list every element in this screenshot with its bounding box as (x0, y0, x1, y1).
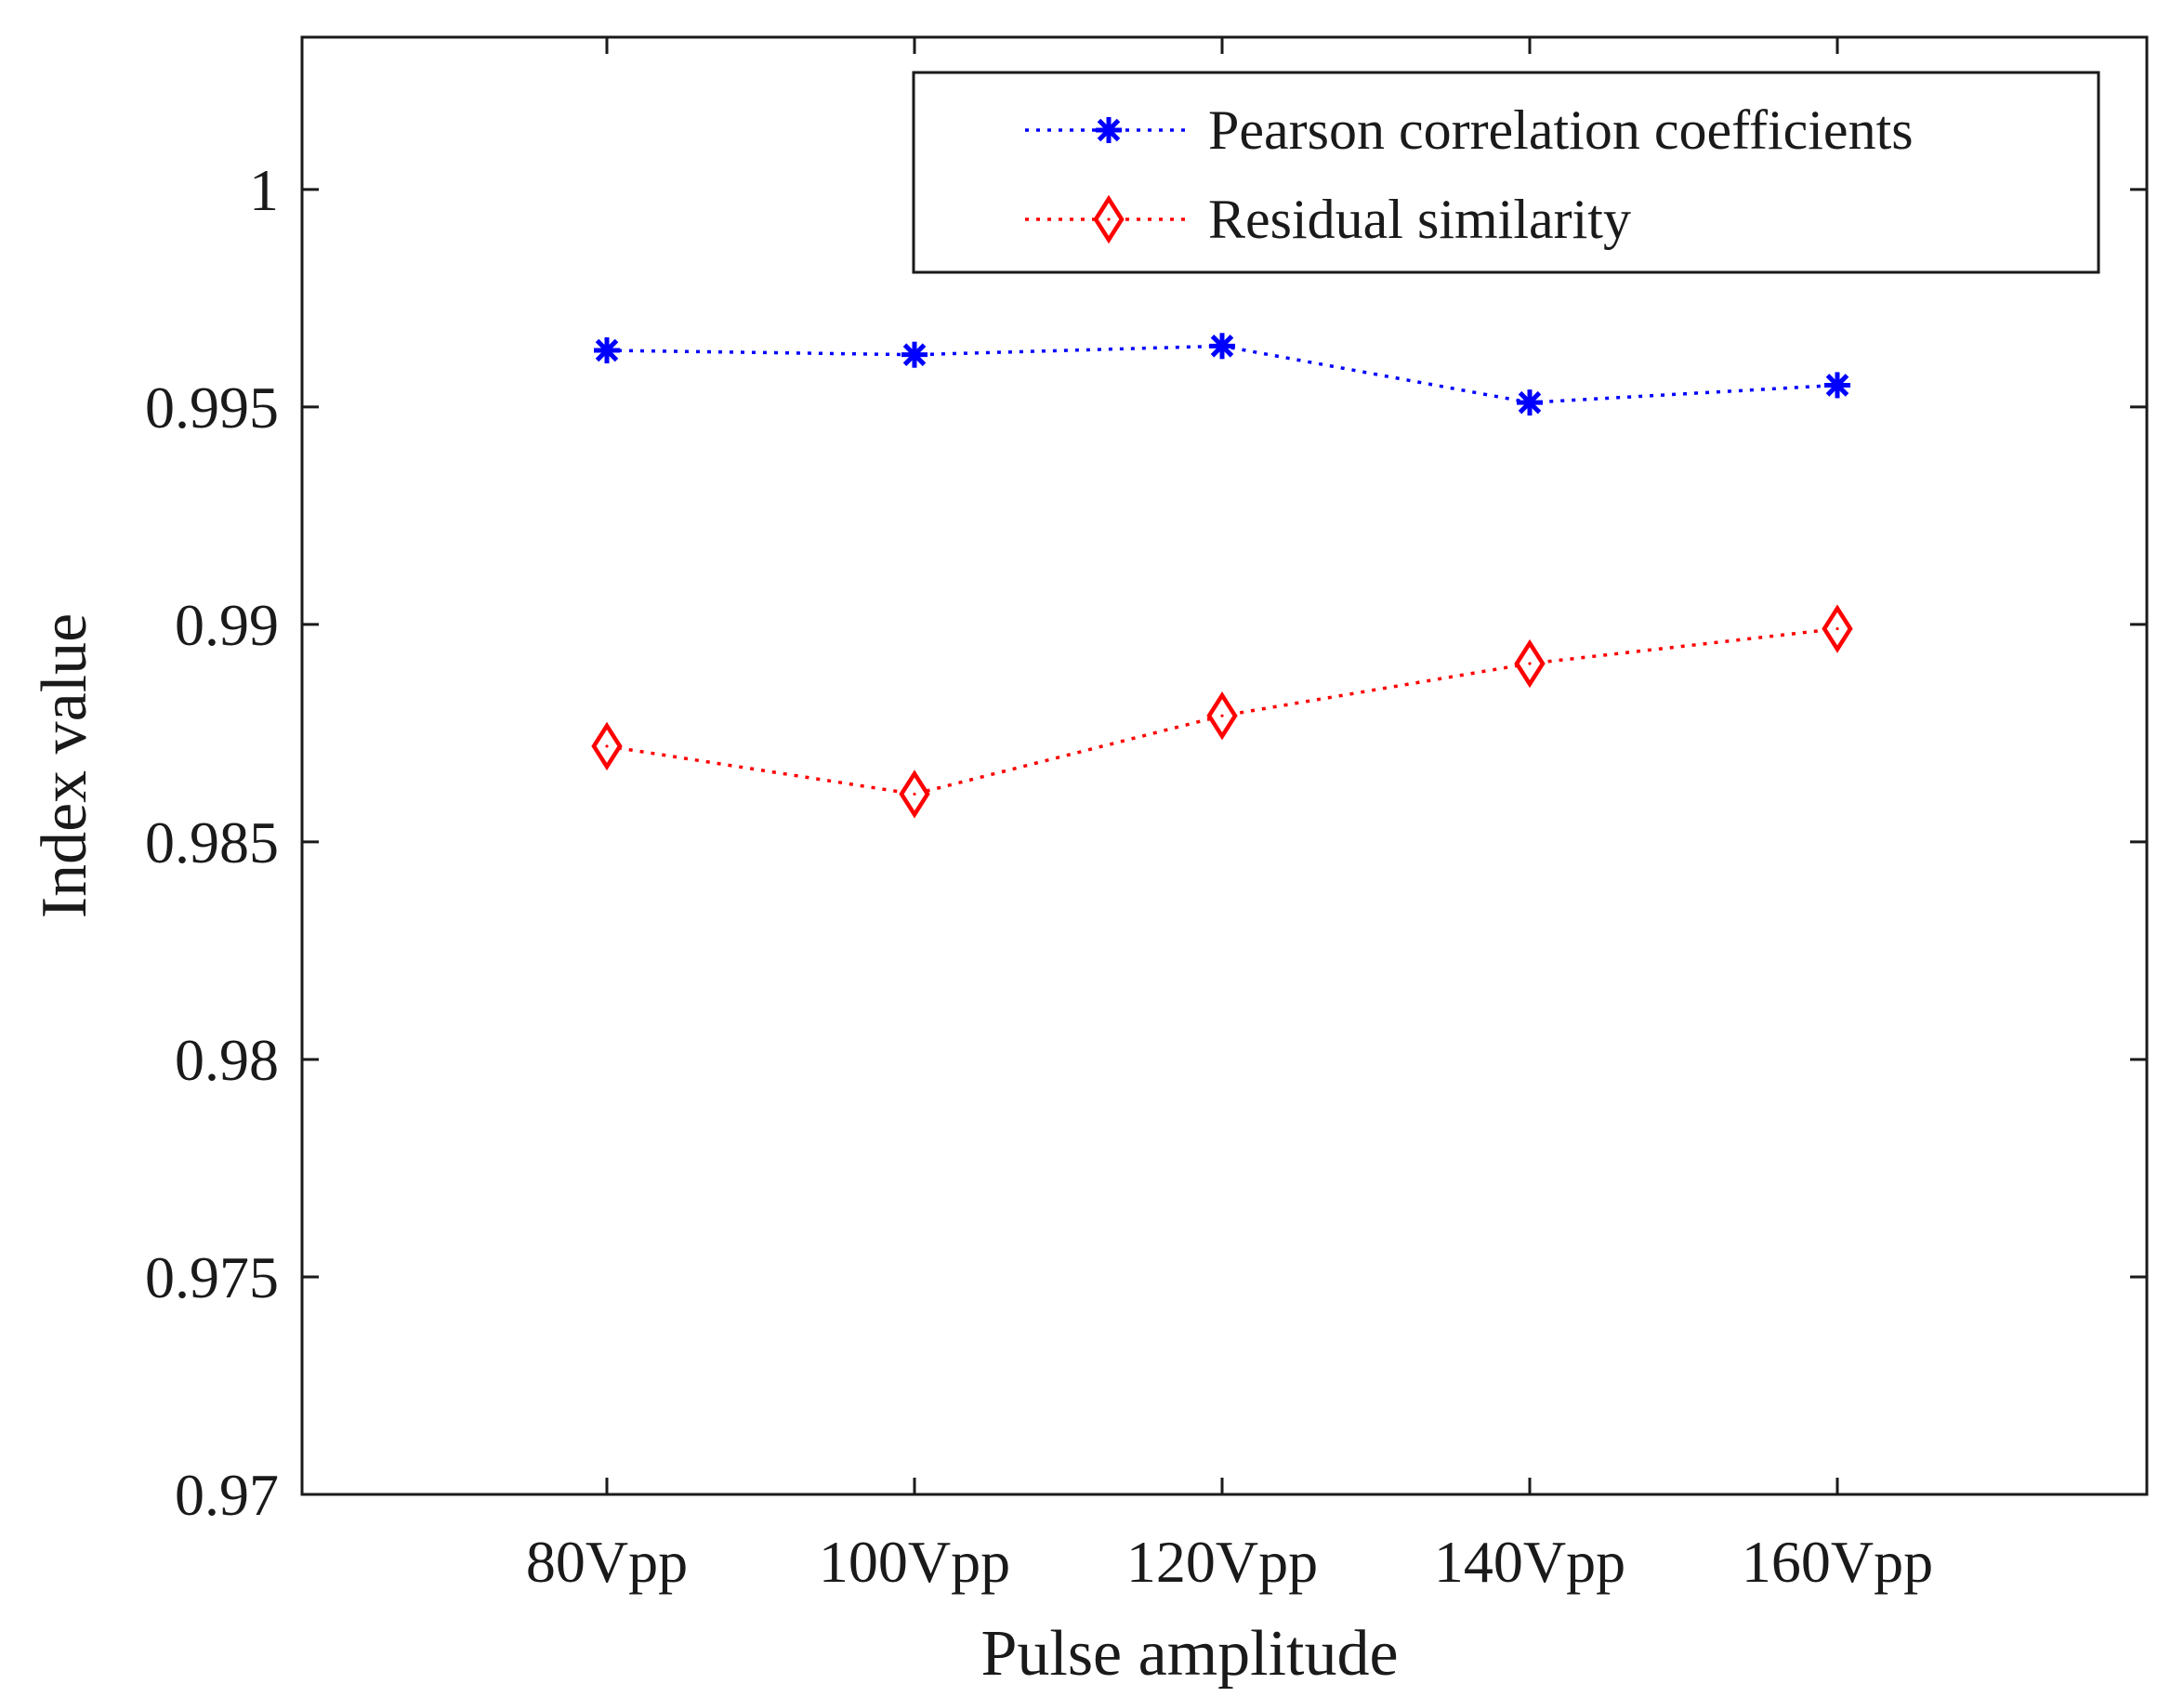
legend-marker-1 (1096, 117, 1122, 143)
series-2-point (1206, 691, 1238, 741)
legend-marker-2-dot (1107, 217, 1111, 221)
legend: Pearson correlation coefficients Residual… (912, 71, 2100, 274)
y-tick-labels: 0.97 0.975 0.98 0.985 0.99 0.995 1 (145, 157, 279, 1528)
series-2-point (591, 721, 623, 771)
x-tick-label: 100Vpp (819, 1529, 1010, 1595)
axis-ticks (302, 37, 2147, 1496)
series-2-point-dot (913, 792, 916, 796)
series-2-point (1514, 638, 1546, 689)
series-1-point (1209, 333, 1235, 360)
series-1-point (594, 337, 620, 364)
series-1-point-stroke-d2 (1825, 374, 1849, 397)
y-tick-label: 0.995 (145, 375, 279, 441)
plot-layer (591, 333, 1853, 819)
legend-marker-1-stroke-d2 (1097, 118, 1121, 142)
series-2-point-dot (1835, 626, 1839, 631)
x-tick-label: 80Vpp (526, 1529, 688, 1595)
series-2-point-dot (1528, 662, 1532, 665)
series-2-point-dot (605, 744, 609, 748)
plot-area-frame (300, 35, 2149, 1496)
series-1-point-stroke-d2 (1518, 390, 1542, 414)
y-tick-label: 0.985 (145, 809, 279, 875)
x-tick-label: 140Vpp (1434, 1529, 1625, 1595)
series-1-point-stroke-d2 (902, 343, 927, 366)
x-axis-title: Pulse amplitude (980, 1618, 1398, 1690)
y-axis-title: Index value (29, 613, 100, 918)
y-tick-label: 0.98 (175, 1027, 279, 1093)
legend-marker-2 (1093, 194, 1125, 244)
y-tick-label: 1 (249, 157, 279, 223)
legend-items: Pearson correlation coefficients Residual… (1025, 99, 1914, 250)
series-1-point (1824, 372, 1850, 399)
legend-label-1: Pearson correlation coefficients (1208, 99, 1914, 161)
series-1-point (1517, 389, 1543, 416)
y-tick-label: 0.975 (145, 1244, 279, 1310)
y-tick-label: 0.99 (175, 592, 279, 658)
series-1-point-stroke-d2 (595, 338, 619, 362)
series-1-point-stroke-d2 (1210, 335, 1234, 358)
x-tick-labels: 80Vpp 100Vpp 120Vpp 140Vpp 160Vpp (526, 1529, 1933, 1595)
y-tick-label: 0.97 (175, 1462, 279, 1528)
series-2-point-dot (1220, 714, 1224, 717)
x-tick-label: 160Vpp (1742, 1529, 1933, 1595)
x-tick-label: 120Vpp (1126, 1529, 1318, 1595)
legend-label-2: Residual similarity (1208, 189, 1631, 250)
series-2-point (1822, 604, 1853, 653)
series-1-point (901, 341, 928, 368)
series-2-point (899, 770, 930, 819)
